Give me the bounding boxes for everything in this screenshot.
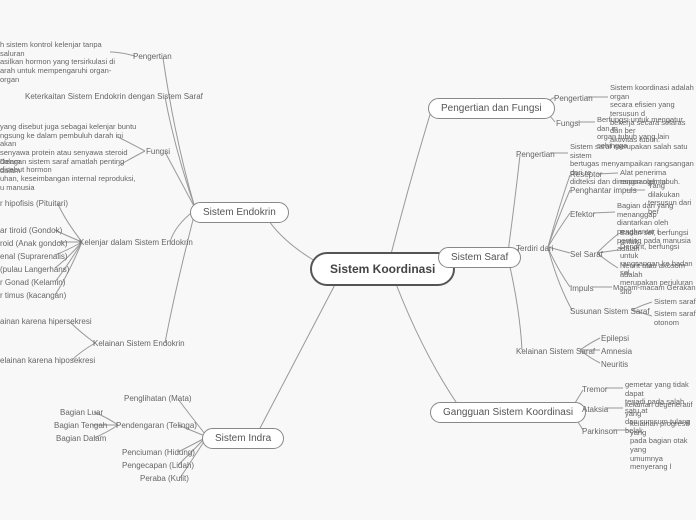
sub-root-fungsi: Pengertian dan Fungsi [428,98,555,119]
node-s-reseptor: Reseptor [570,170,602,180]
sub-root-saraf: Sistem Saraf [438,247,521,268]
root-node: Sistem Koordinasi [310,252,455,286]
node-e-kel4: enal (Suprarenalis) [0,252,68,262]
node-i-pend1: Bagian Luar [60,408,103,418]
sub-root-endokrin: Sistem Endokrin [190,202,289,223]
node-e-kelainan1: ainan karena hipersekresi [0,317,92,327]
node-s-terdiri: Terdiri dari [516,244,553,254]
node-s-kel3: Neuritis [601,360,628,370]
sub-root-gangguan: Gangguan Sistem Koordinasi [430,402,586,423]
node-s-penghantar: Penghantar impuls [570,186,637,196]
node-e-kel7: r timus (kacangan) [0,291,66,301]
node-i-pend3: Bagian Dalam [56,434,106,444]
node-s-kel2: Amnesia [601,347,632,357]
sub-root-indra: Sistem Indra [202,428,284,449]
node-s-efektor: Efektor [570,210,595,220]
desc-e-pengertian: h sistem kontrol kelenjar tanpa salurana… [0,41,128,84]
node-i-pend2: Bagian Tengah [54,421,107,431]
node-e-kel3: roid (Anak gondok) [0,239,68,249]
node-s-kel1: Epilepsi [601,334,629,344]
node-e-kel2: ar tiroid (Gondok) [0,226,62,236]
desc-s-impuls: Macam-macam Gerakan [613,284,696,293]
node-e-kel5: (pulau Langerhans) [0,265,69,275]
desc-s-sus2: Sistem sarafotonom [654,310,696,327]
node-e-pengertian: Pengertian [133,52,172,62]
node-s-impuls: Impuls [570,284,594,294]
node-g-parkinson: Parkinson [582,427,618,437]
node-e-kel1: r hipofisis (Pituitari) [0,199,68,209]
desc-e-fungsi2: Dengan sistem saraf amatlah penting dala… [0,158,138,193]
node-pf-pengertian: Pengertian [554,94,593,104]
node-s-pengertian: Pengertian [516,150,555,160]
node-s-susunan: Susunan Sistem Saraf [570,307,650,317]
node-g-ataksia: Ataksia [582,405,608,415]
node-pf-fungsi: Fungsi [556,119,580,129]
desc-s-sus1: Sistem saraf [654,298,696,307]
node-e-kelainan: Kelainan Sistem Endokrin [93,339,185,349]
node-i-pendengaran: Pendengaran (Telinga) [116,421,197,431]
node-e-kel6: r Gonad (Kelamin) [0,278,65,288]
node-e-keterkaitan: Keterkaitan Sistem Endokrin dengan Siste… [25,92,203,102]
node-i-peraba: Peraba (Kulit) [140,474,189,484]
node-i-penciuman: Penciuman (Hidung) [122,448,195,458]
node-e-fungsi: Fungsi [146,147,170,157]
node-s-selsaraf: Sel Saraf [570,250,603,260]
node-i-penglihatan: Penglihatan (Mata) [124,394,192,404]
node-s-kelainan: Kelainan Sistem Saraf [516,347,595,357]
desc-g-parkinson: kelainan progresif yangpada bagian otak … [630,420,696,472]
node-e-kelainan2: elainan karena hiposekresi [0,356,95,366]
node-i-pengecapan: Pengecapan (Lidah) [122,461,194,471]
node-e-kelenjar: Kelenjar dalam Sistem Endokrin [79,238,193,248]
node-g-tremor: Tremor [582,385,607,395]
